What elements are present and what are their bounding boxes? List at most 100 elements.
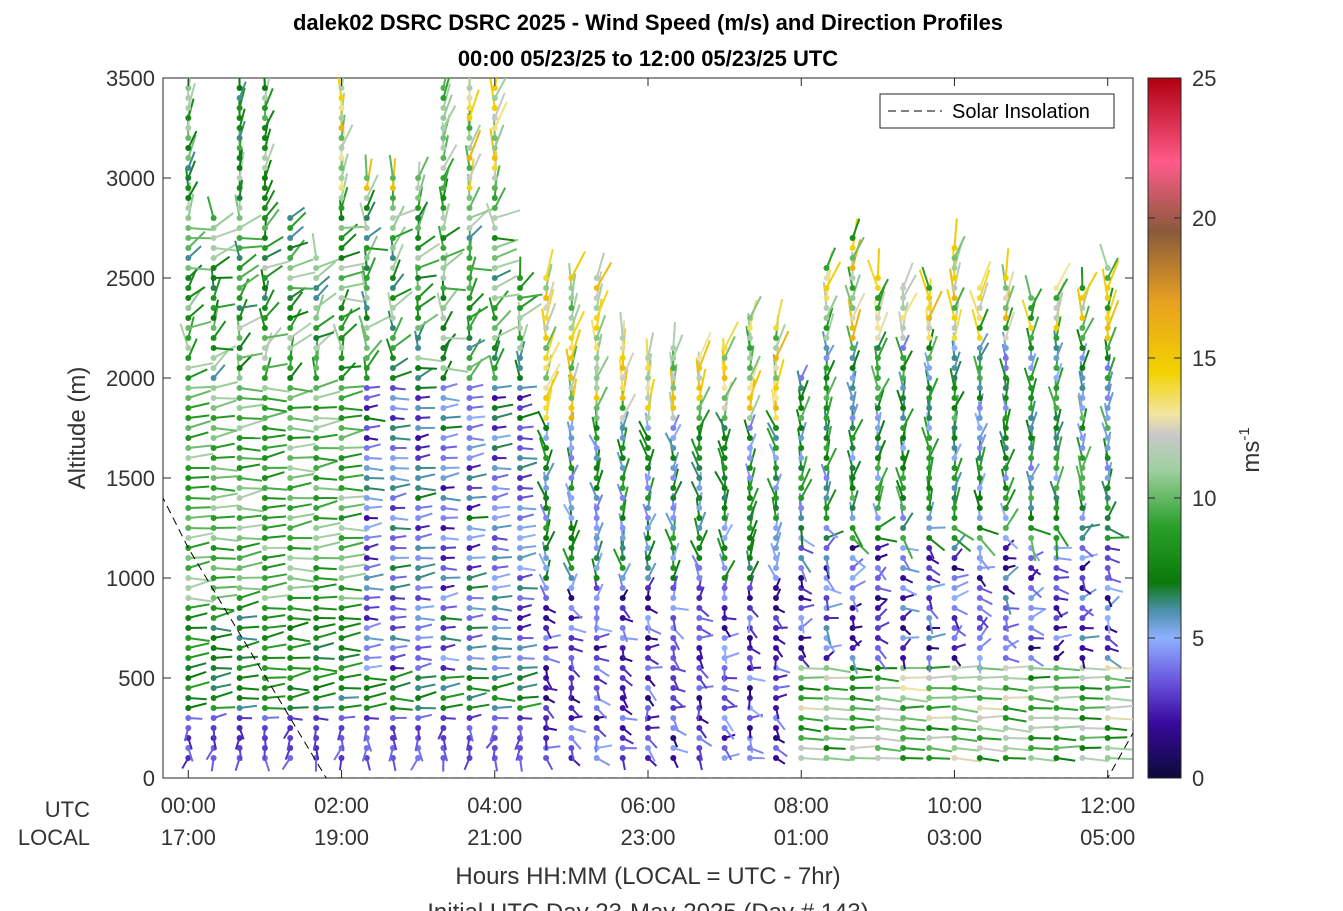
wind-barb-stick — [239, 264, 260, 279]
wind-barb-dot — [619, 395, 626, 401]
wind-barb-stick — [392, 564, 412, 569]
wind-barb-dot — [645, 535, 651, 541]
wind-barb-dot — [466, 665, 473, 671]
wind-barb-stick — [239, 419, 265, 429]
wind-barb-dot — [746, 515, 753, 521]
wind-barb-stick — [365, 257, 377, 279]
wind-barb-dot — [1028, 625, 1035, 631]
wind-barb-dot — [491, 155, 498, 161]
wind-barb-stick — [895, 485, 905, 509]
wind-barb-dot — [568, 635, 575, 641]
wind-barb-dot — [619, 555, 626, 561]
wind-barb-dot — [951, 405, 958, 411]
wind-barb-dot — [338, 285, 345, 291]
wind-barb-dot — [976, 405, 983, 411]
wind-barb-dot — [415, 535, 422, 541]
wind-barb-dot — [773, 365, 779, 371]
wind-barb-dot — [773, 405, 779, 411]
wind-barb-dot — [389, 205, 396, 211]
wind-barb-dot — [389, 545, 396, 551]
x-tick-label-utc: 12:00 — [1080, 793, 1135, 818]
wind-barb-dot — [185, 665, 192, 671]
wind-barb-stick — [341, 541, 364, 549]
wind-barb-dot — [185, 245, 192, 251]
wind-barb-dot — [1053, 625, 1060, 631]
wind-barb-dot — [1079, 705, 1086, 711]
wind-barb-stick — [239, 561, 263, 569]
wind-barb-dot — [568, 535, 575, 541]
wind-barb-dot — [874, 485, 881, 491]
wind-barb-dot — [1002, 495, 1009, 501]
wind-barb-dot — [466, 275, 473, 281]
wind-barb-stick — [1107, 697, 1133, 702]
wind-barb-stick — [264, 624, 287, 629]
wind-barb-dot — [389, 195, 396, 201]
wind-barb-stick — [212, 277, 222, 299]
wind-barb-stick — [443, 337, 470, 340]
wind-barb-dot — [185, 475, 192, 481]
wind-barb-dot — [619, 375, 626, 381]
wind-barb-dot — [440, 95, 447, 101]
wind-barb-dot — [1002, 345, 1009, 351]
wind-barb-stick — [188, 497, 211, 500]
wind-barb-stick — [775, 323, 786, 349]
wind-barb-stick — [264, 535, 286, 539]
wind-barb-dot — [849, 245, 856, 251]
wind-barb-dot — [543, 515, 550, 521]
wind-barb-dot — [645, 595, 651, 601]
wind-barb-dot — [338, 215, 345, 221]
wind-barb-dot — [517, 475, 523, 481]
wind-barb-dot — [543, 425, 550, 431]
x-tick-label-utc: 08:00 — [774, 793, 829, 818]
wind-barb-dot — [874, 305, 881, 311]
wind-barb-dot — [415, 355, 422, 361]
wind-barb-dot — [466, 285, 473, 291]
wind-barb-dot — [389, 415, 396, 421]
wind-barb-dot — [568, 465, 575, 471]
wind-barb-stick — [187, 193, 195, 219]
wind-barb-dot — [210, 635, 217, 641]
wind-barb-dot — [593, 275, 600, 281]
wind-barb-dot — [389, 305, 396, 311]
wind-barb-dot — [466, 385, 473, 391]
wind-barb-dot — [415, 285, 422, 291]
wind-barb-dot — [849, 375, 856, 381]
wind-barb-dot — [338, 535, 345, 541]
wind-barb-stick — [392, 288, 412, 299]
wind-barb-stick — [978, 282, 989, 309]
wind-barb-dot — [926, 595, 933, 601]
wind-barb-stick — [929, 727, 949, 731]
wind-barb-dot — [236, 675, 243, 681]
wind-barb-dot — [389, 685, 396, 691]
wind-barb-dot — [466, 115, 473, 121]
wind-barb-dot — [900, 735, 907, 741]
wind-barb-stick — [337, 78, 343, 99]
wind-barb-dot — [491, 665, 498, 671]
wind-barb-dot — [338, 315, 345, 321]
wind-barb-dot — [619, 585, 626, 591]
wind-barb-dot — [900, 595, 907, 601]
wind-barb-dot — [696, 465, 703, 471]
wind-barb-dot — [261, 535, 268, 541]
wind-barb-dot — [568, 295, 575, 301]
wind-barb-dot — [593, 755, 600, 761]
wind-barb-dot — [619, 675, 626, 681]
wind-barb-dot — [338, 405, 345, 411]
wind-barb-dot — [1002, 315, 1009, 321]
wind-barb-stick — [341, 282, 366, 289]
wind-barb-dot — [236, 745, 243, 751]
wind-barb-stick — [315, 499, 338, 509]
wind-barb-dot — [261, 465, 268, 471]
wind-barb-dot — [491, 125, 498, 131]
wind-barb-dot — [645, 375, 651, 381]
wind-barb-dot — [1053, 645, 1060, 651]
wind-barb-stick — [1107, 667, 1133, 670]
wind-barb-stick — [519, 293, 543, 299]
wind-barb-dot — [440, 205, 447, 211]
wind-barb-dot — [746, 355, 753, 361]
wind-barb-dot — [900, 375, 907, 381]
wind-barb-stick — [238, 332, 252, 349]
wind-barb-dot — [313, 575, 320, 581]
wind-barb-dot — [363, 585, 370, 591]
wind-barb-dot — [721, 385, 728, 391]
